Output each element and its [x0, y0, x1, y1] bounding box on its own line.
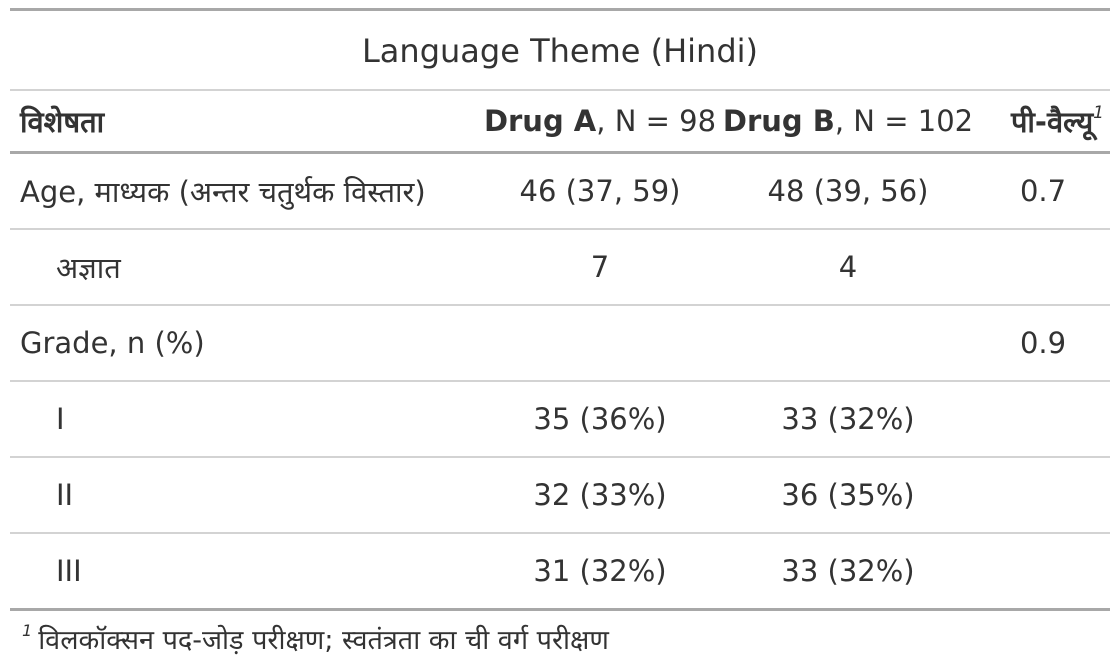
table-title: Language Theme (Hindi) [361, 32, 759, 70]
header-characteristic: विशेषता [20, 104, 105, 139]
table-row: Grade, n (%) 0.9 [10, 305, 1110, 382]
p-value-cell [976, 381, 1110, 458]
row-label: I [10, 381, 480, 458]
drug-a-cell: 31 (32%) [480, 533, 720, 611]
title-rule [10, 89, 1110, 91]
header-row: विशेषता Drug A, N = 98 Drug B, N = 102 प… [10, 91, 1110, 153]
p-value-cell [976, 533, 1110, 611]
drug-b-cell: 48 (39, 56) [720, 152, 976, 230]
drug-b-cell: 33 (32%) [720, 381, 976, 458]
row-label: Age, माध्यक (अन्तर चतुर्थक विस्तार) [10, 152, 480, 230]
table-row: I 35 (36%) 33 (32%) [10, 381, 1110, 458]
summary-table: Language Theme (Hindi) विशेषता Drug A, N… [10, 8, 1110, 656]
top-rule [10, 8, 1110, 11]
p-value-cell: 0.9 [976, 305, 1110, 382]
p-value-cell [976, 457, 1110, 534]
p-value-cell [976, 229, 1110, 306]
row-label: अज्ञात [10, 229, 480, 306]
header-drug-a: Drug A, N = 98 [480, 91, 720, 153]
table-row: II 32 (33%) 36 (35%) [10, 457, 1110, 534]
header-p-value: पी-वैल्यू1 [1010, 102, 1104, 139]
p-value-footnote-mark: 1 [1093, 102, 1104, 123]
drug-a-cell: 7 [480, 229, 720, 306]
table-footnote: 1 विलकॉक्सन पद-जोड़ परीक्षण; स्वतंत्रता क… [10, 611, 1110, 656]
drug-b-name: Drug B [722, 104, 835, 138]
drug-a-name: Drug A [483, 104, 597, 138]
drug-b-cell: 33 (32%) [720, 533, 976, 611]
header-drug-b: Drug B, N = 102 [720, 91, 976, 153]
row-label: III [10, 533, 480, 611]
footnote-text: विलकॉक्सन पद-जोड़ परीक्षण; स्वतंत्रता का… [38, 625, 609, 656]
drug-b-cell: 36 (35%) [720, 457, 976, 534]
drug-a-cell: 46 (37, 59) [480, 152, 720, 230]
data-table: विशेषता Drug A, N = 98 Drug B, N = 102 प… [10, 91, 1110, 611]
footnote-mark: 1 [22, 621, 33, 640]
table-row: III 31 (32%) 33 (32%) [10, 533, 1110, 611]
row-label: Grade, n (%) [10, 305, 480, 382]
p-value-cell: 0.7 [976, 152, 1110, 230]
row-label: II [10, 457, 480, 534]
drug-b-n: , N = 102 [834, 104, 974, 138]
drug-b-cell [720, 305, 976, 382]
drug-a-cell: 35 (36%) [480, 381, 720, 458]
table-row: अज्ञात 7 4 [10, 229, 1110, 306]
drug-a-cell: 32 (33%) [480, 457, 720, 534]
drug-a-n: , N = 98 [596, 104, 717, 138]
drug-b-cell: 4 [720, 229, 976, 306]
drug-a-cell [480, 305, 720, 382]
table-row: Age, माध्यक (अन्तर चतुर्थक विस्तार) 46 (… [10, 152, 1110, 230]
